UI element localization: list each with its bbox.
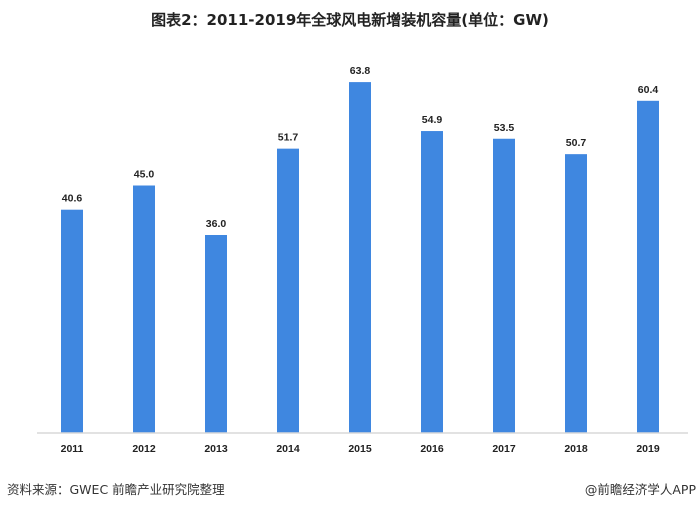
x-tick-label-2019: 2019 (636, 443, 660, 455)
brand-credit: @前瞻经济学人APP (584, 482, 696, 497)
data-label-2015: 63.8 (350, 65, 371, 77)
chart-title: 图表2：2011-2019年全球风电新增装机容量(单位：GW) (151, 11, 549, 29)
bar-2017 (493, 138, 515, 433)
x-tick-label-2012: 2012 (132, 443, 156, 455)
bar-2018 (565, 154, 587, 433)
data-label-2016: 54.9 (422, 114, 443, 126)
bar-2012 (133, 185, 155, 433)
x-tick-label-2013: 2013 (204, 443, 228, 455)
bar-2011 (61, 209, 83, 433)
data-label-2017: 53.5 (494, 122, 515, 134)
bar-2015 (349, 82, 371, 433)
x-tick-label-2014: 2014 (276, 443, 300, 455)
x-tick-label-2016: 2016 (420, 443, 444, 455)
data-label-2014: 51.7 (278, 132, 299, 144)
source-note: 资料来源：GWEC 前瞻产业研究院整理 (7, 482, 225, 497)
bar-2019 (637, 100, 659, 434)
data-label-2012: 45.0 (134, 169, 155, 181)
x-tick-label-2018: 2018 (564, 443, 588, 455)
x-tick-label-2017: 2017 (492, 443, 516, 455)
bar-2013 (205, 235, 227, 433)
bar-2014 (277, 148, 299, 433)
bar-2016 (421, 131, 443, 434)
data-label-2011: 40.6 (62, 193, 83, 205)
data-label-2013: 36.0 (206, 218, 227, 230)
data-label-2018: 50.7 (566, 137, 587, 149)
x-tick-label-2011: 2011 (61, 443, 84, 455)
data-label-2019: 60.4 (638, 84, 659, 96)
x-tick-label-2015: 2015 (348, 443, 372, 455)
